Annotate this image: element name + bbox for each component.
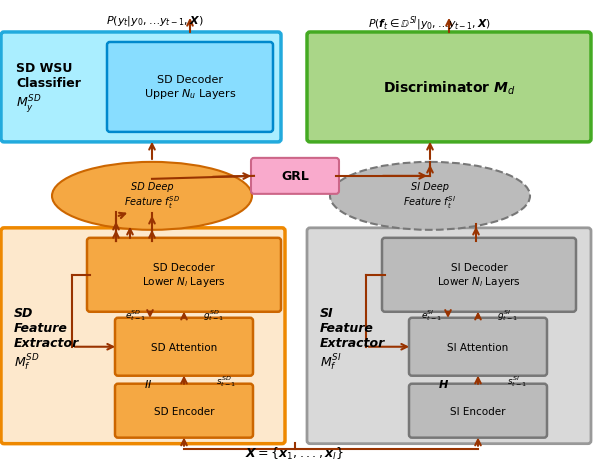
Text: SI Attention: SI Attention — [448, 342, 508, 352]
FancyBboxPatch shape — [115, 384, 253, 438]
Text: $g_{t-1}^{SD}$: $g_{t-1}^{SD}$ — [203, 307, 225, 323]
Text: SD Decoder
Upper $N_u$ Layers: SD Decoder Upper $N_u$ Layers — [144, 75, 236, 101]
Text: SI Deep
Feature $f_t^{SI}$: SI Deep Feature $f_t^{SI}$ — [403, 182, 457, 211]
FancyBboxPatch shape — [107, 43, 273, 132]
Text: $\mathit{II}$: $\mathit{II}$ — [144, 377, 152, 389]
FancyBboxPatch shape — [251, 158, 339, 194]
Text: $e_{t-1}^{SD}$: $e_{t-1}^{SD}$ — [125, 307, 147, 323]
Text: $\boldsymbol{X} = \{\boldsymbol{x}_1,...,\boldsymbol{x}_l\}$: $\boldsymbol{X} = \{\boldsymbol{x}_1,...… — [246, 444, 344, 461]
Text: $g_{t-1}^{SI}$: $g_{t-1}^{SI}$ — [497, 307, 519, 323]
FancyBboxPatch shape — [1, 228, 285, 444]
FancyBboxPatch shape — [87, 238, 281, 312]
Text: SI Decoder
Lower $N_l$ Layers: SI Decoder Lower $N_l$ Layers — [437, 262, 521, 288]
Text: $\boldsymbol{H}$: $\boldsymbol{H}$ — [439, 377, 449, 389]
Ellipse shape — [52, 163, 252, 230]
Text: SD Decoder
Lower $N_l$ Layers: SD Decoder Lower $N_l$ Layers — [142, 262, 226, 288]
Text: SI Encoder: SI Encoder — [450, 406, 506, 416]
Text: SD Attention: SD Attention — [151, 342, 217, 352]
FancyBboxPatch shape — [307, 33, 591, 143]
Text: Discriminator $\boldsymbol{M}_d$: Discriminator $\boldsymbol{M}_d$ — [383, 79, 516, 96]
Text: $s_{t-1}^{SI}$: $s_{t-1}^{SI}$ — [507, 374, 527, 388]
FancyBboxPatch shape — [115, 318, 253, 376]
Text: GRL: GRL — [281, 170, 309, 183]
Text: $s_{t-1}^{SD}$: $s_{t-1}^{SD}$ — [216, 374, 237, 388]
FancyBboxPatch shape — [409, 384, 547, 438]
Text: SD Deep
Feature $f_t^{SD}$: SD Deep Feature $f_t^{SD}$ — [124, 182, 180, 211]
Text: $P(\boldsymbol{f}_t \in \mathbb{D}^{SI}|y_0,\ldots y_{t-1},\boldsymbol{X})$: $P(\boldsymbol{f}_t \in \mathbb{D}^{SI}|… — [368, 14, 492, 32]
FancyBboxPatch shape — [307, 228, 591, 444]
FancyBboxPatch shape — [382, 238, 576, 312]
Text: SI
Feature
Extractor
$M_f^{SI}$: SI Feature Extractor $M_f^{SI}$ — [320, 306, 385, 372]
Text: $e_{t-1}^{SI}$: $e_{t-1}^{SI}$ — [421, 307, 443, 323]
Text: SD Encoder: SD Encoder — [154, 406, 214, 416]
Text: $P(y_t|y_0,\ldots y_{t-1},\boldsymbol{X})$: $P(y_t|y_0,\ldots y_{t-1},\boldsymbol{X}… — [106, 14, 204, 28]
Ellipse shape — [330, 163, 530, 230]
FancyBboxPatch shape — [1, 33, 281, 143]
Text: SD
Feature
Extractor
$M_f^{SD}$: SD Feature Extractor $M_f^{SD}$ — [14, 306, 79, 372]
Text: SD WSU
Classifier
$M_y^{SD}$: SD WSU Classifier $M_y^{SD}$ — [16, 62, 81, 114]
FancyBboxPatch shape — [409, 318, 547, 376]
